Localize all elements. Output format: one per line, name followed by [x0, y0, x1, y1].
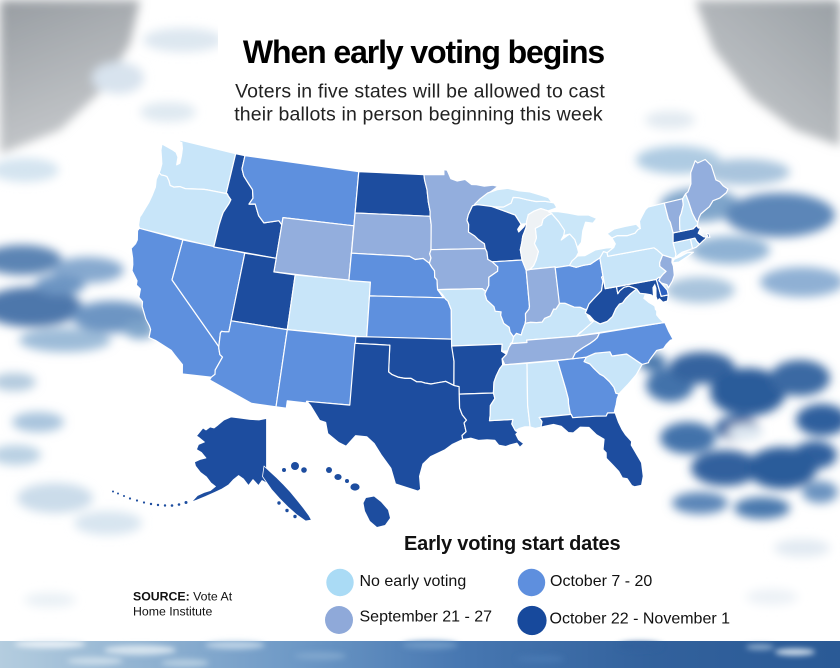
svg-text:their ballots in person beginn: their ballots in person beginning this w… [234, 104, 603, 126]
svg-text:No early voting: No early voting [360, 573, 467, 590]
svg-text:September 21 - 27: September 21 - 27 [360, 609, 493, 626]
svg-text:Home Institute: Home Institute [133, 605, 212, 619]
svg-text:Voters in five states will be: Voters in five states will be allowed to… [235, 81, 605, 103]
svg-text:October 22 - November 1: October 22 - November 1 [550, 611, 731, 628]
svg-text:Early voting start dates: Early voting start dates [404, 533, 620, 555]
svg-text:October 7 - 20: October 7 - 20 [550, 573, 652, 590]
svg-text:SOURCE: Vote At: SOURCE: Vote At [133, 590, 233, 604]
svg-text:When early voting begins: When early voting begins [243, 34, 605, 70]
